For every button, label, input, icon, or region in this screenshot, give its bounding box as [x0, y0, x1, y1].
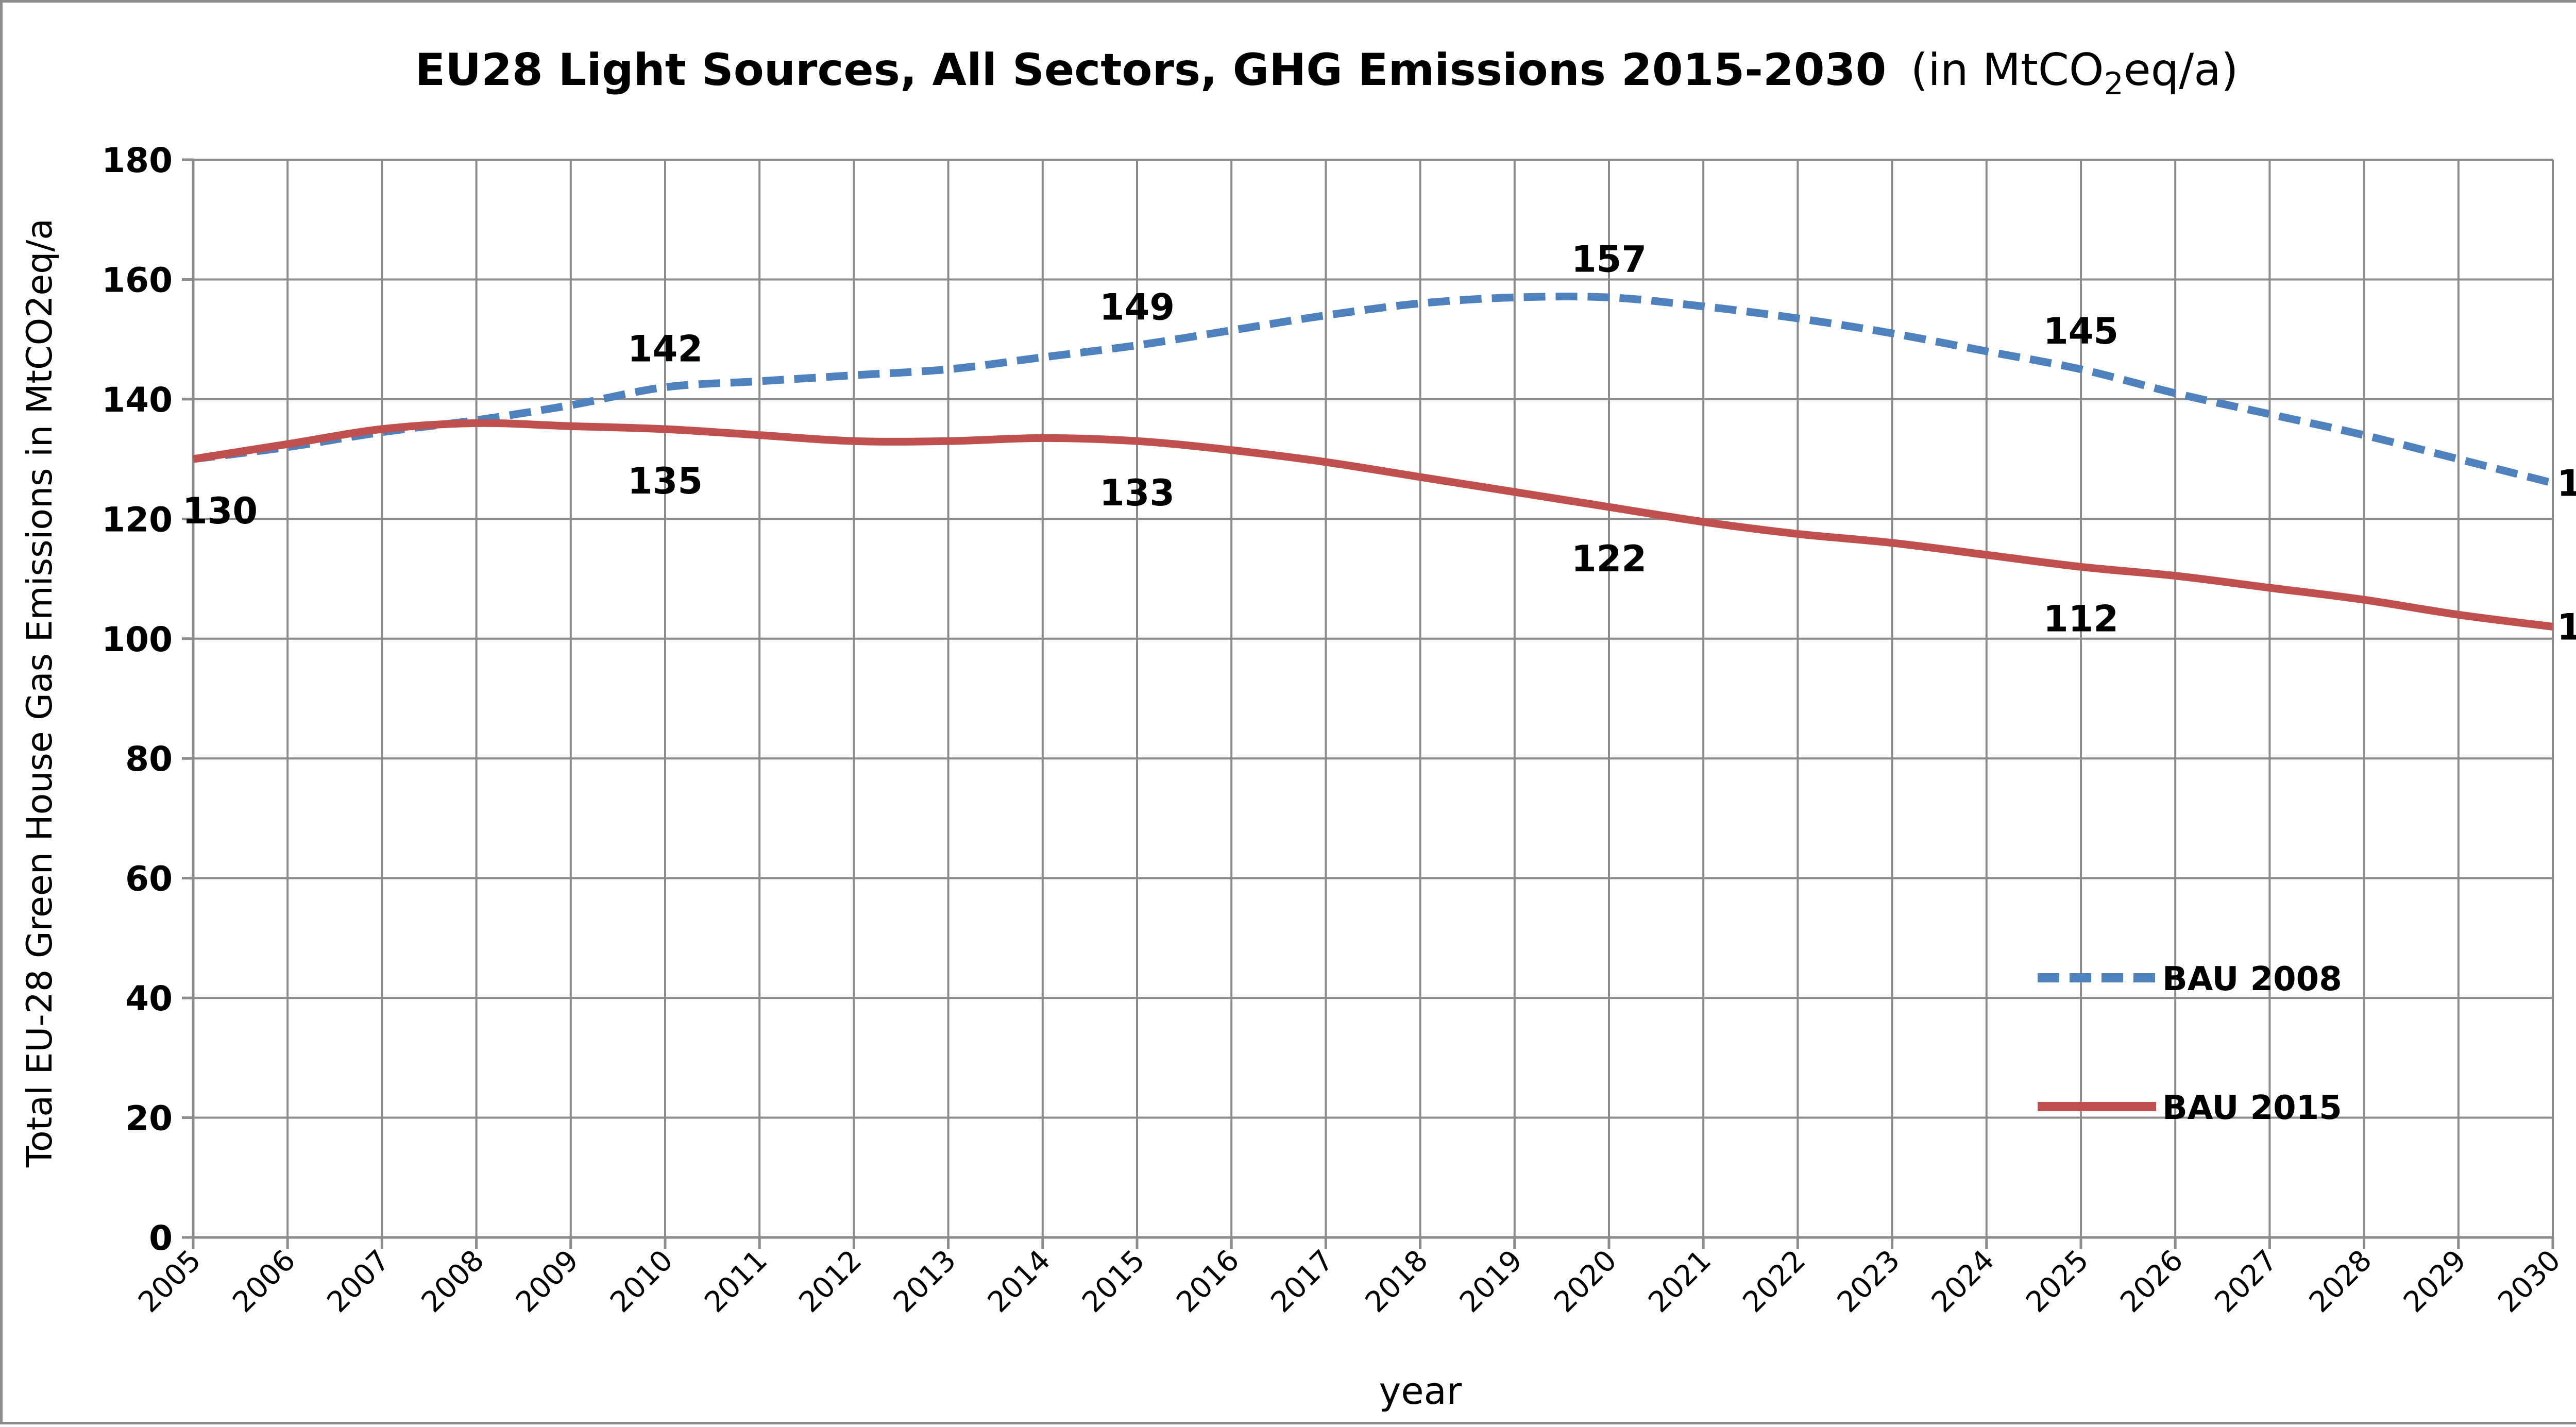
legend-label-bau-2015: BAU 2015 [2162, 1089, 2342, 1127]
y-tick-label-20: 20 [125, 1099, 173, 1139]
data-label-bau-2008-2010: 142 [628, 328, 703, 370]
legend: BAU 2008 BAU 2015 [2038, 960, 2342, 1127]
chart-title-unit-suffix: eq/a) [2124, 44, 2239, 96]
data-label-bau-2008-2015: 149 [1099, 286, 1175, 328]
y-tick-label-140: 140 [101, 380, 173, 420]
x-tick-label-2025: 2025 [2020, 1244, 2095, 1319]
x-tick-label-2029: 2029 [2397, 1244, 2473, 1319]
x-tick-label-2027: 2027 [2209, 1244, 2284, 1319]
x-tick-label-2028: 2028 [2303, 1244, 2379, 1319]
data-label-bau-2015-2025: 112 [2043, 598, 2119, 640]
x-tick-label-2023: 2023 [1831, 1244, 1907, 1319]
data-label-bau-2008-2025: 145 [2043, 310, 2119, 352]
grid [193, 159, 2554, 1237]
x-tick-label-2011: 2011 [698, 1244, 774, 1319]
y-tick-label-120: 120 [101, 500, 173, 539]
x-tick-label-2026: 2026 [2114, 1244, 2190, 1319]
x-tick-label-2018: 2018 [1359, 1244, 1435, 1319]
chart-title-unit: (in MtCO [1911, 44, 2104, 96]
y-tick-label-180: 180 [101, 141, 173, 180]
x-tick-label-2016: 2016 [1170, 1244, 1246, 1319]
x-tick-label-2020: 2020 [1548, 1244, 1623, 1319]
data-label-bau-2008-2020: 157 [1571, 238, 1647, 280]
series-line-bau-2008 [193, 292, 2554, 487]
data-label-bau-2015-2015: 133 [1099, 472, 1175, 514]
x-tick-label-2015: 2015 [1076, 1244, 1151, 1319]
y-tick-label-160: 160 [101, 260, 173, 300]
data-label-bau-2008-2030: 126 [2557, 463, 2576, 505]
x-tick-label-2013: 2013 [887, 1244, 963, 1319]
x-tick-label-2009: 2009 [510, 1244, 585, 1319]
data-label-bau-2015-2030: 102 [2557, 606, 2576, 649]
axes [182, 160, 2553, 1249]
x-tick-label-2021: 2021 [1642, 1244, 1718, 1319]
data-label-bau-2015-2005: 130 [182, 490, 258, 532]
x-tick-label-2024: 2024 [1925, 1244, 2001, 1319]
x-tick-label-2022: 2022 [1737, 1244, 1812, 1319]
y-tick-label-40: 40 [125, 979, 173, 1018]
chart-title-unit-subscript: 2 [2104, 66, 2124, 102]
series-line-bau-2015 [192, 419, 2553, 631]
x-tick-label-2030: 2030 [2492, 1244, 2567, 1319]
x-tick-label-2008: 2008 [415, 1244, 491, 1319]
series-lines [192, 292, 2554, 631]
data-label-bau-2015-2010: 135 [628, 460, 703, 502]
y-tick-label-0: 0 [149, 1218, 173, 1258]
y-axis-ticks: 0 20 40 60 80 100 120 140 160 180 [101, 141, 193, 1258]
x-axis-ticks: 2005 2006 2007 2008 2009 2010 2011 2012 2013 2014… [132, 1237, 2567, 1319]
y-tick-label-80: 80 [125, 739, 173, 779]
x-tick-label-2006: 2006 [226, 1244, 302, 1319]
chart-title-main: EU28 Light Sources, All Sectors, GHG Emi… [415, 44, 1886, 96]
x-axis-label: year [1379, 1369, 1462, 1413]
chart-title: EU28 Light Sources, All Sectors, GHG Emi… [415, 44, 2238, 102]
x-tick-label-2012: 2012 [793, 1244, 869, 1319]
x-tick-label-2007: 2007 [321, 1244, 397, 1319]
y-tick-label-60: 60 [125, 859, 173, 899]
x-tick-label-2014: 2014 [981, 1244, 1057, 1319]
x-tick-label-2010: 2010 [604, 1244, 680, 1319]
x-tick-label-2019: 2019 [1453, 1244, 1529, 1319]
line-chart: EU28 Light Sources, All Sectors, GHG Emi… [20, 44, 2576, 1413]
y-axis-label: Total EU-28 Green House Gas Emissions in… [20, 218, 60, 1168]
legend-label-bau-2008: BAU 2008 [2162, 960, 2342, 998]
x-tick-label-2017: 2017 [1265, 1244, 1341, 1319]
y-tick-label-100: 100 [101, 620, 173, 659]
data-label-bau-2015-2020: 122 [1571, 538, 1647, 580]
data-labels: 130 142 135 149 133 157 122 145 112 126 102 [182, 238, 2576, 648]
